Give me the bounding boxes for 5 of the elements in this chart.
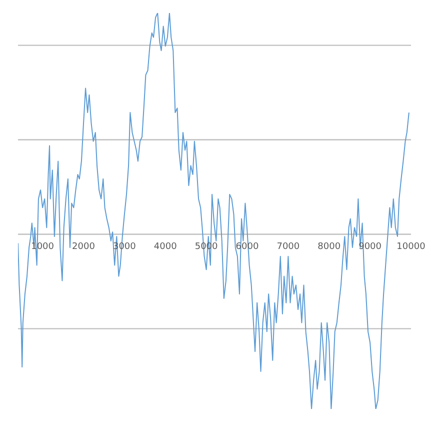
x-tick-label: 10000 [396,242,426,252]
x-tick-label: 4000 [154,242,178,252]
x-tick-label: 2000 [72,242,96,252]
x-tick-label: 7000 [276,242,300,252]
x-tick-label: 8000 [318,242,341,252]
